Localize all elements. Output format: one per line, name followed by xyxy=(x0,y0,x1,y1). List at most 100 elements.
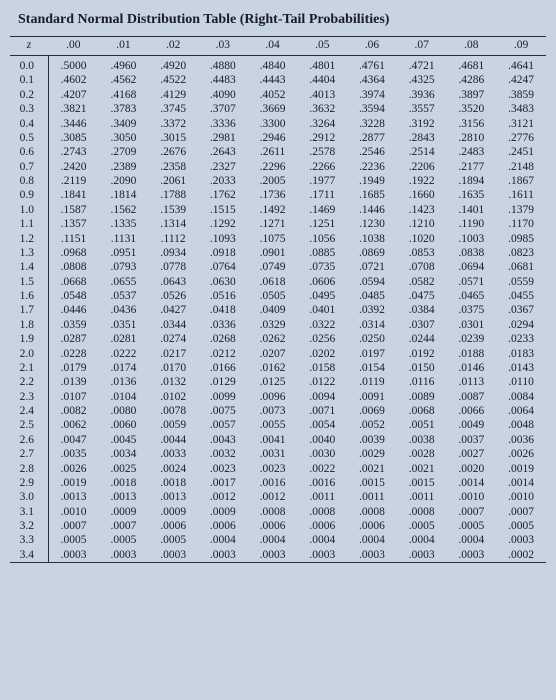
probability-cell: .0197 xyxy=(347,346,397,360)
probability-cell: .0217 xyxy=(148,346,198,360)
probability-cell: .1131 xyxy=(99,231,149,245)
probability-cell: .0375 xyxy=(447,303,497,317)
probability-cell: .0548 xyxy=(48,289,99,303)
probability-cell: .1112 xyxy=(148,231,198,245)
probability-cell: .0033 xyxy=(148,447,198,461)
probability-cell: .1685 xyxy=(347,188,397,202)
table-row: 1.9.0287.0281.0274.0268.0262.0256.0250.0… xyxy=(10,332,546,346)
probability-cell: .0032 xyxy=(198,447,248,461)
probability-cell: .0044 xyxy=(148,433,198,447)
probability-cell: .0005 xyxy=(447,519,497,533)
probability-cell: .0004 xyxy=(447,533,497,547)
probability-cell: .0043 xyxy=(198,433,248,447)
table-row: 2.9.0019.0018.0018.0017.0016.0016.0015.0… xyxy=(10,476,546,490)
probability-cell: .2776 xyxy=(496,131,546,145)
probability-cell: .2483 xyxy=(447,145,497,159)
probability-cell: .0096 xyxy=(248,389,298,403)
probability-cell: .4483 xyxy=(198,73,248,87)
probability-cell: .0869 xyxy=(347,246,397,260)
probability-cell: .3707 xyxy=(198,102,248,116)
probability-cell: .0853 xyxy=(397,246,447,260)
probability-cell: .0256 xyxy=(297,332,347,346)
column-header: .00 xyxy=(48,37,99,56)
probability-cell: .0102 xyxy=(148,389,198,403)
table-row: 2.1.0179.0174.0170.0166.0162.0158.0154.0… xyxy=(10,361,546,375)
column-header: .06 xyxy=(347,37,397,56)
probability-cell: .1711 xyxy=(297,188,347,202)
table-row: 0.2.4207.4168.4129.4090.4052.4013.3974.3… xyxy=(10,88,546,102)
probability-cell: .0018 xyxy=(99,476,149,490)
probability-cell: .0139 xyxy=(48,375,99,389)
probability-cell: .0436 xyxy=(99,303,149,317)
probability-cell: .2843 xyxy=(397,131,447,145)
table-row: 2.2.0139.0136.0132.0129.0125.0122.0119.0… xyxy=(10,375,546,389)
probability-cell: .0668 xyxy=(48,274,99,288)
probability-cell: .4247 xyxy=(496,73,546,87)
z-value: 1.1 xyxy=(10,217,48,231)
probability-cell: .0010 xyxy=(496,490,546,504)
probability-cell: .0287 xyxy=(48,332,99,346)
probability-cell: .0559 xyxy=(496,274,546,288)
probability-cell: .0006 xyxy=(248,519,298,533)
probability-cell: .0344 xyxy=(148,318,198,332)
probability-cell: .0089 xyxy=(397,389,447,403)
probability-cell: .0075 xyxy=(198,404,248,418)
z-value: 2.5 xyxy=(10,418,48,432)
probability-cell: .0116 xyxy=(397,375,447,389)
probability-cell: .2119 xyxy=(48,174,99,188)
probability-cell: .0104 xyxy=(99,389,149,403)
probability-cell: .0125 xyxy=(248,375,298,389)
z-value: 1.4 xyxy=(10,260,48,274)
probability-cell: .0110 xyxy=(496,375,546,389)
probability-cell: .0582 xyxy=(397,274,447,288)
probability-cell: .0537 xyxy=(99,289,149,303)
table-wrap: z .00.01.02.03.04.05.06.07.08.09 0.0.500… xyxy=(10,36,546,563)
probability-cell: .0427 xyxy=(148,303,198,317)
z-value: 3.0 xyxy=(10,490,48,504)
probability-cell: .0808 xyxy=(48,260,99,274)
probability-cell: .0294 xyxy=(496,318,546,332)
probability-cell: .0268 xyxy=(198,332,248,346)
table-row: 0.1.4602.4562.4522.4483.4443.4404.4364.4… xyxy=(10,73,546,87)
probability-cell: .0007 xyxy=(447,504,497,518)
probability-cell: .1788 xyxy=(148,188,198,202)
probability-cell: .0011 xyxy=(297,490,347,504)
table-header: z .00.01.02.03.04.05.06.07.08.09 xyxy=(10,37,546,56)
column-header: .05 xyxy=(297,37,347,56)
probability-cell: .1814 xyxy=(99,188,149,202)
probability-cell: .0035 xyxy=(48,447,99,461)
probability-cell: .2327 xyxy=(198,159,248,173)
probability-cell: .0212 xyxy=(198,346,248,360)
table-row: 3.1.0010.0009.0009.0009.0008.0008.0008.0… xyxy=(10,504,546,518)
probability-cell: .3156 xyxy=(447,116,497,130)
probability-cell: .0099 xyxy=(198,389,248,403)
probability-cell: .2206 xyxy=(397,159,447,173)
probability-cell: .1611 xyxy=(496,188,546,202)
probability-cell: .0681 xyxy=(496,260,546,274)
probability-cell: .0643 xyxy=(148,274,198,288)
probability-cell: .0003 xyxy=(48,548,99,562)
probability-cell: .4721 xyxy=(397,56,447,74)
probability-cell: .0040 xyxy=(297,433,347,447)
probability-cell: .0778 xyxy=(148,260,198,274)
column-header: .03 xyxy=(198,37,248,56)
probability-cell: .0003 xyxy=(198,548,248,562)
probability-cell: .1949 xyxy=(347,174,397,188)
table-row: 1.0.1587.1562.1539.1515.1492.1469.1446.1… xyxy=(10,203,546,217)
probability-cell: .0505 xyxy=(248,289,298,303)
probability-cell: .2514 xyxy=(397,145,447,159)
probability-cell: .1539 xyxy=(148,203,198,217)
probability-cell: .0838 xyxy=(447,246,497,260)
probability-cell: .2389 xyxy=(99,159,149,173)
probability-cell: .0594 xyxy=(347,274,397,288)
z-value: 3.3 xyxy=(10,533,48,547)
probability-cell: .1093 xyxy=(198,231,248,245)
probability-cell: .3336 xyxy=(198,116,248,130)
probability-cell: .1230 xyxy=(347,217,397,231)
probability-cell: .0012 xyxy=(248,490,298,504)
probability-cell: .0009 xyxy=(148,504,198,518)
probability-cell: .0004 xyxy=(397,533,447,547)
probability-cell: .0281 xyxy=(99,332,149,346)
probability-cell: .0336 xyxy=(198,318,248,332)
table-row: 1.5.0668.0655.0643.0630.0618.0606.0594.0… xyxy=(10,274,546,288)
